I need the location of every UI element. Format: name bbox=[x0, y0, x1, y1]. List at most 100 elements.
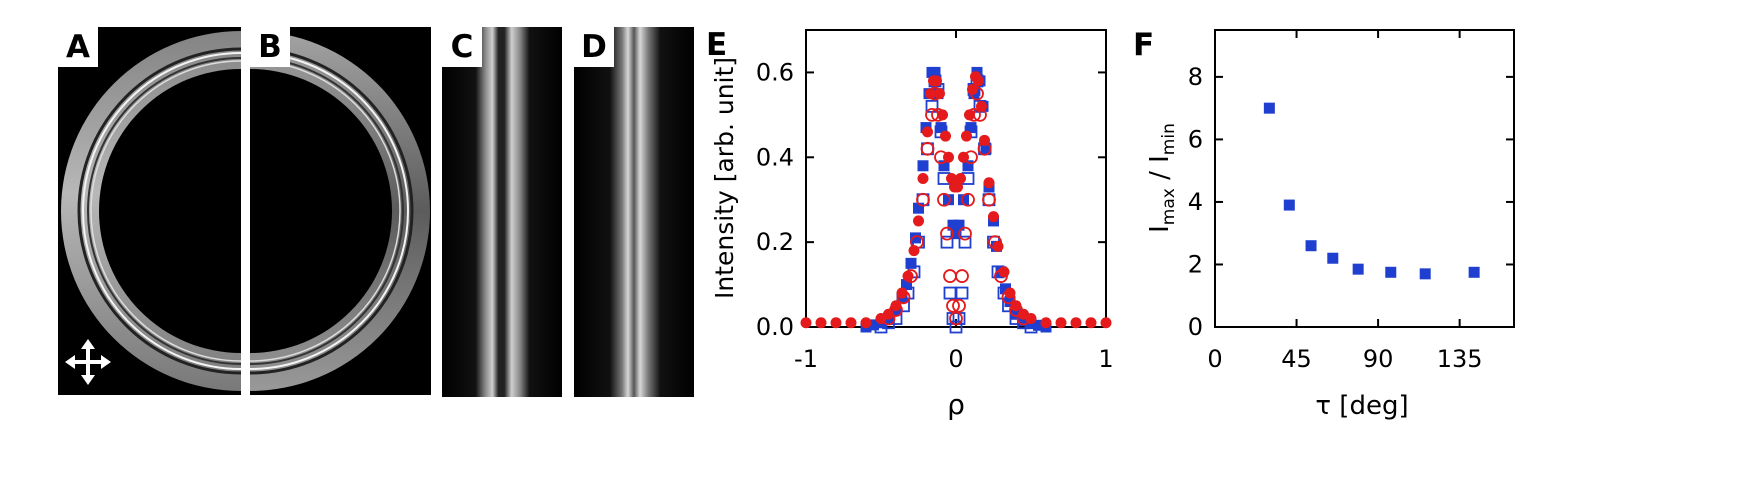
e-point bbox=[1033, 319, 1044, 331]
e-series-0 bbox=[860, 66, 1052, 333]
e-point bbox=[1018, 308, 1029, 320]
e-point bbox=[940, 130, 951, 142]
e-point bbox=[934, 150, 948, 165]
e-series-1 bbox=[874, 74, 1038, 334]
e-point bbox=[978, 142, 991, 156]
e-point bbox=[991, 240, 1002, 252]
f-point bbox=[1283, 199, 1295, 211]
e-point bbox=[916, 192, 930, 207]
e-point bbox=[952, 312, 966, 325]
e-point bbox=[932, 88, 944, 100]
e-point bbox=[934, 88, 945, 100]
e-point bbox=[860, 321, 872, 333]
e-y-tick-label: 0.2 bbox=[756, 228, 794, 256]
e-point bbox=[947, 219, 959, 231]
e-y-axis-label: Intensity [arb. unit] bbox=[710, 57, 739, 299]
e-point bbox=[923, 88, 935, 100]
e-point bbox=[1018, 315, 1029, 327]
e-point bbox=[943, 286, 957, 300]
e-point bbox=[973, 75, 984, 87]
e-point bbox=[917, 173, 929, 184]
e-point bbox=[897, 299, 910, 313]
e-point bbox=[997, 286, 1011, 300]
e-point bbox=[979, 134, 990, 146]
e-point bbox=[955, 173, 966, 184]
e-point bbox=[1009, 303, 1023, 317]
f-x-tick-label: 45 bbox=[1281, 345, 1312, 373]
e-point bbox=[883, 308, 894, 320]
ring-image-a bbox=[61, 31, 241, 391]
e-point bbox=[938, 160, 950, 172]
stripe-image-d bbox=[574, 27, 694, 397]
e-point bbox=[890, 300, 902, 312]
e-point bbox=[845, 317, 857, 329]
e-point bbox=[925, 107, 939, 122]
f-y-label-main: I bbox=[1145, 225, 1175, 233]
e-point bbox=[1004, 296, 1016, 308]
e-point bbox=[987, 235, 1000, 249]
e-point bbox=[1001, 290, 1016, 305]
e-point bbox=[988, 211, 999, 223]
e-point bbox=[998, 266, 1010, 278]
e-point bbox=[983, 181, 995, 193]
e-point bbox=[1004, 287, 1016, 299]
e-point bbox=[973, 99, 987, 113]
e-point bbox=[949, 311, 963, 326]
e-point bbox=[896, 287, 908, 299]
e-y-tick-label: 0.4 bbox=[756, 143, 794, 171]
e-point bbox=[928, 74, 942, 88]
e-point bbox=[925, 99, 939, 113]
e-point bbox=[982, 192, 996, 207]
e-point bbox=[937, 172, 951, 185]
f-series-0 bbox=[1263, 102, 1480, 280]
e-point bbox=[946, 312, 960, 325]
e-point bbox=[896, 290, 911, 305]
f-point bbox=[1468, 266, 1480, 278]
e-point bbox=[875, 313, 887, 325]
e-point bbox=[920, 122, 932, 134]
e-point bbox=[973, 107, 987, 122]
e-point bbox=[916, 193, 930, 207]
e-point bbox=[926, 66, 938, 78]
e-point bbox=[965, 122, 977, 134]
e-x-axis-label: ρ bbox=[947, 388, 965, 421]
e-point bbox=[988, 235, 1002, 250]
e-point bbox=[943, 151, 954, 163]
panel-label-f: F bbox=[1133, 27, 1155, 63]
e-point bbox=[901, 286, 915, 300]
e-point bbox=[943, 194, 954, 206]
e-point bbox=[931, 75, 942, 87]
e-point bbox=[982, 193, 996, 207]
e-point bbox=[1025, 318, 1037, 330]
e-point bbox=[922, 126, 933, 138]
e-point bbox=[961, 172, 975, 185]
e-point bbox=[961, 192, 975, 207]
e-series-3 bbox=[881, 86, 1031, 326]
e-point bbox=[929, 66, 941, 78]
e-point bbox=[860, 317, 872, 329]
e-point bbox=[902, 270, 914, 282]
e-point bbox=[940, 226, 954, 241]
e-y-tick-label: 0.6 bbox=[756, 58, 794, 86]
e-point bbox=[913, 202, 924, 214]
f-point bbox=[1327, 252, 1339, 264]
ring-image-b bbox=[250, 31, 430, 391]
e-point bbox=[913, 215, 924, 227]
e-point bbox=[952, 181, 963, 193]
e-point bbox=[967, 83, 981, 96]
panel-label-a: A bbox=[58, 27, 98, 67]
e-point bbox=[910, 235, 924, 250]
e-point bbox=[977, 141, 992, 156]
e-point bbox=[925, 88, 936, 100]
f-point bbox=[1385, 266, 1397, 278]
e-series-2 bbox=[800, 71, 1112, 329]
e-point bbox=[967, 107, 981, 122]
e-point bbox=[904, 269, 918, 283]
move-arrows-icon bbox=[65, 339, 111, 385]
e-point bbox=[917, 160, 929, 172]
e-point bbox=[1040, 321, 1052, 333]
e-y-tick-label: 0.0 bbox=[756, 313, 794, 341]
e-point bbox=[967, 83, 978, 95]
e-point bbox=[940, 235, 954, 249]
e-point bbox=[992, 240, 1004, 252]
